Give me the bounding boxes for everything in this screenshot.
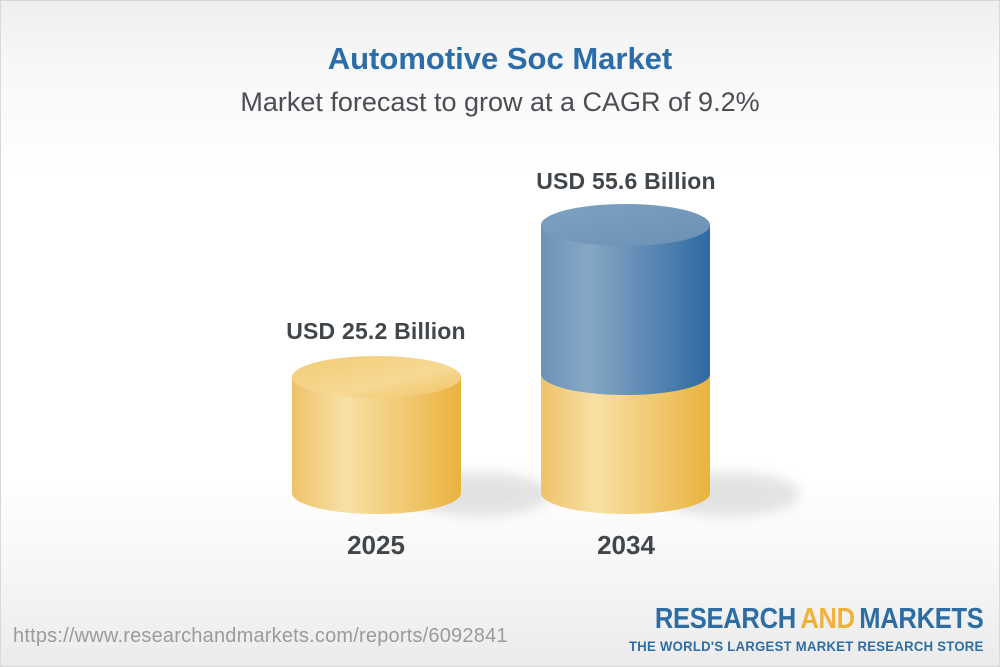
logo-word-and: AND: [800, 603, 856, 635]
research-and-markets-logo: RESEARCH AND MARKETS THE WORLD'S LARGEST M…: [610, 603, 984, 654]
logo-tagline: THE WORLD'S LARGEST MARKET RESEARCH STOR…: [629, 639, 984, 654]
bar-2025-axis-label: 2025: [347, 530, 405, 560]
chart-title: Automotive Soc Market: [327, 41, 673, 76]
bar-2025-cylinder: [292, 356, 461, 514]
bar-2034-cylinder: [541, 204, 710, 514]
logo-word-research: RESEARCH: [655, 603, 797, 635]
bar-2034-value-label: USD 55.6 Billion: [536, 168, 716, 194]
bar-2025-value-label: USD 25.2 Billion: [286, 318, 466, 344]
logo-word-markets: MARKETS: [859, 603, 985, 635]
chart-subtitle: Market forecast to grow at a CAGR of 9.2…: [240, 87, 760, 117]
bar-2034-axis-label: 2034: [597, 530, 655, 560]
report-url: https://www.researchandmarkets.com/repor…: [13, 625, 508, 647]
logo-wordmark: RESEARCH AND MARKETS: [655, 603, 984, 636]
